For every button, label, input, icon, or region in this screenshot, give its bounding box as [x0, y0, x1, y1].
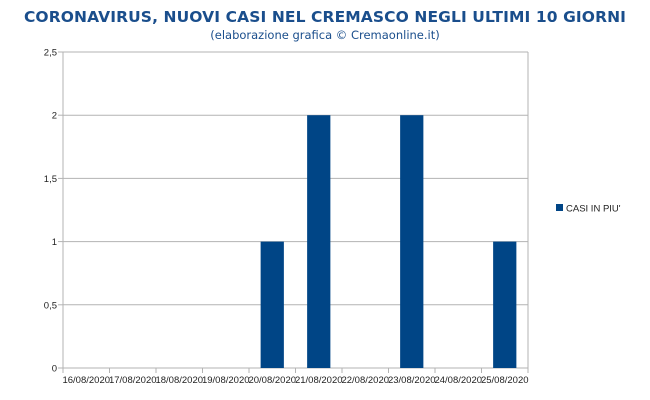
x-tick-label: 24/08/2020 — [434, 375, 482, 386]
y-tick-label: 1 — [52, 237, 57, 248]
legend-swatch — [556, 204, 563, 211]
bar-23/08/2020 — [400, 115, 424, 368]
x-tick-label: 20/08/2020 — [248, 375, 296, 386]
legend: CASI IN PIU' — [556, 204, 621, 215]
bar-21/08/2020 — [307, 115, 331, 368]
bar-20/08/2020 — [260, 241, 284, 368]
gridlines — [63, 51, 528, 369]
x-tick-label: 19/08/2020 — [202, 375, 250, 386]
x-tick-label: 16/08/2020 — [62, 375, 110, 386]
y-tick-label: 0,5 — [44, 300, 57, 311]
legend-label: CASI IN PIU' — [566, 204, 621, 215]
chart-title: CORONAVIRUS, NUOVI CASI NEL CREMASCO NEG… — [23, 8, 627, 26]
bars — [260, 115, 517, 368]
x-tick-labels: 16/08/202017/08/202018/08/202019/08/2020… — [62, 375, 528, 386]
y-tick-label: 2 — [52, 111, 57, 122]
x-tick-label: 21/08/2020 — [295, 375, 343, 386]
chart-subtitle: (elaborazione grafica © Cremaonline.it) — [210, 28, 440, 42]
x-tick-label: 25/08/2020 — [481, 375, 529, 386]
x-tick-label: 23/08/2020 — [388, 375, 436, 386]
y-tick-label: 2,5 — [44, 48, 57, 59]
y-tick-label: 0 — [52, 364, 57, 375]
x-tick-label: 17/08/2020 — [109, 375, 157, 386]
axes — [58, 51, 529, 373]
y-tick-labels: 0 0,5 1 1,5 2 2,5 — [44, 48, 57, 375]
x-tick-label: 22/08/2020 — [341, 375, 389, 386]
bar-25/08/2020 — [493, 241, 517, 368]
x-tick-label: 18/08/2020 — [155, 375, 203, 386]
y-tick-label: 1,5 — [44, 174, 57, 185]
